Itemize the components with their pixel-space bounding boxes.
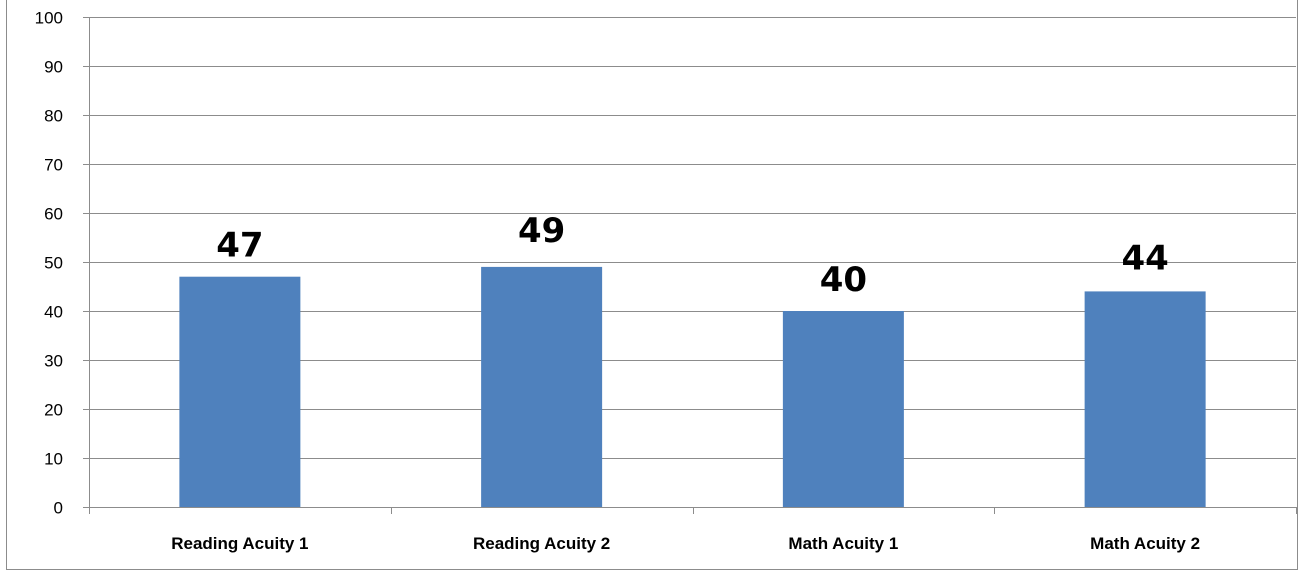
x-category-label: Math Acuity 1 — [788, 534, 898, 553]
y-tick-label: 20 — [44, 401, 63, 420]
y-tick-label: 10 — [44, 450, 63, 469]
data-label: 49 — [518, 211, 565, 251]
data-label: 44 — [1121, 238, 1168, 278]
y-tick-label: 0 — [54, 499, 63, 518]
x-category-label: Reading Acuity 2 — [473, 534, 610, 553]
bar — [1084, 291, 1206, 507]
bars — [179, 266, 1206, 507]
y-tick-label: 80 — [44, 107, 63, 126]
x-axis: Reading Acuity 1 Reading Acuity 2 Math Acu… — [89, 507, 1297, 553]
bar — [782, 311, 904, 507]
chart-frame — [6, 0, 1298, 570]
y-tick-label: 30 — [44, 352, 63, 371]
y-tick-label: 60 — [44, 205, 63, 224]
y-tick-label: 40 — [44, 303, 63, 322]
y-tick-label: 100 — [35, 9, 63, 28]
y-tick-label: 50 — [44, 254, 63, 273]
data-label: 47 — [216, 226, 263, 266]
x-category-label: Math Acuity 2 — [1090, 534, 1200, 553]
data-labels: 47 49 40 44 — [216, 211, 1169, 300]
y-tick-label: 70 — [44, 156, 63, 175]
data-label: 40 — [820, 260, 867, 300]
bar — [179, 276, 301, 507]
y-axis: 0 10 20 30 40 50 60 70 80 90 100 — [35, 9, 90, 518]
y-tick-label: 90 — [44, 58, 63, 77]
x-category-label: Reading Acuity 1 — [171, 534, 308, 553]
bar — [481, 266, 603, 507]
